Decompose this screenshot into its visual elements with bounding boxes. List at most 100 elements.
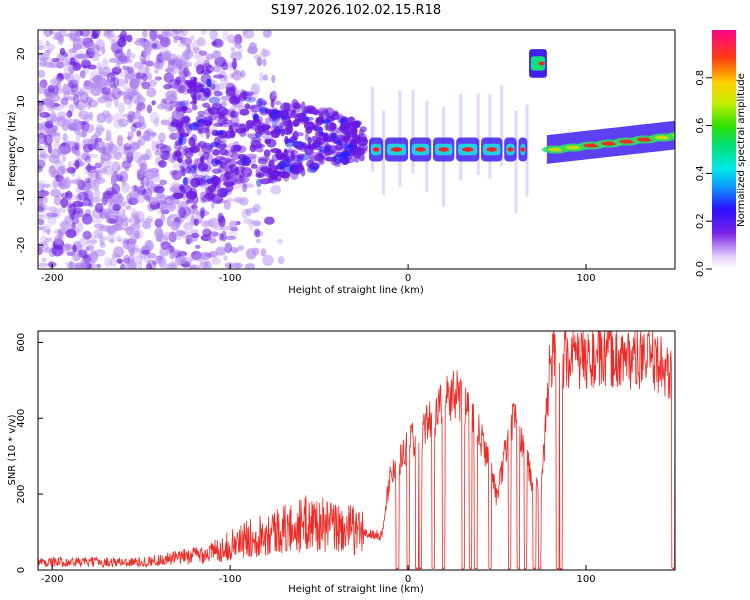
streak — [476, 93, 480, 175]
noise-blob — [124, 222, 129, 227]
noise-blob — [160, 119, 170, 126]
noise-blob — [87, 102, 92, 110]
band-blob — [203, 192, 216, 200]
band-blob — [314, 153, 325, 162]
noise-blob — [71, 167, 76, 177]
noise-blob — [244, 263, 256, 269]
noise-blob — [60, 102, 70, 108]
noise-blob — [90, 70, 100, 82]
noise-blob — [200, 209, 205, 219]
noise-blob — [38, 39, 44, 50]
colorbar-tick-label: 0.8 — [695, 70, 706, 86]
noise-blob — [154, 69, 159, 74]
noise-blob — [41, 241, 49, 253]
noise-blob — [141, 73, 148, 82]
noise-blob — [256, 238, 261, 244]
noise-blob — [53, 132, 61, 144]
noise-blob — [38, 226, 44, 231]
band-blob — [257, 125, 266, 133]
noise-blob — [122, 85, 130, 91]
band-blob — [190, 89, 197, 99]
noise-blob — [92, 177, 100, 190]
band-blob — [269, 112, 281, 120]
noise-blob — [248, 42, 257, 50]
noise-blob — [215, 198, 227, 204]
spectrogram-y-tick-label: 20 — [16, 48, 27, 61]
band-blob — [278, 171, 291, 179]
noise-blob — [105, 129, 112, 142]
noise-blob — [132, 220, 141, 232]
noise-blob — [38, 190, 50, 197]
band-blob — [209, 83, 216, 90]
band-blob — [319, 146, 331, 153]
noise-blob — [152, 62, 161, 69]
noise-blob — [72, 253, 81, 262]
band-blob — [279, 159, 285, 169]
noise-blob — [98, 66, 104, 76]
noise-blob — [262, 74, 269, 81]
noise-blob — [101, 144, 110, 156]
noise-blob — [148, 79, 158, 87]
noise-blob — [108, 214, 119, 225]
noise-blob — [201, 220, 209, 228]
noise-blob — [96, 61, 102, 70]
snr-series-line — [38, 331, 675, 570]
band-blob — [189, 165, 198, 174]
noise-blob — [121, 65, 130, 70]
noise-blob — [100, 157, 105, 165]
noise-blob — [49, 78, 62, 85]
band-blob — [180, 115, 190, 123]
band-blob — [339, 135, 351, 140]
band-blob — [241, 183, 248, 193]
noise-blob — [57, 72, 64, 82]
band-blob — [202, 151, 210, 160]
spectrogram-x-axis: -200 -100 0 100 — [41, 264, 596, 284]
noise-blob — [252, 203, 261, 213]
spectrogram-y-tick-label: 10 — [16, 95, 27, 108]
noise-blob — [234, 175, 246, 185]
noise-blob — [175, 57, 181, 70]
colorbar-tick-label: 0.6 — [695, 118, 706, 134]
band-blob — [291, 99, 299, 109]
band-blob — [179, 100, 189, 108]
noise-blob — [188, 264, 201, 269]
band-blob — [258, 172, 263, 178]
noise-blob — [38, 102, 44, 112]
band-blob — [210, 141, 219, 148]
noise-blob — [211, 257, 221, 265]
noise-blob — [127, 65, 134, 75]
noise-blob — [158, 160, 167, 168]
noise-blob — [78, 110, 90, 120]
noise-blob — [50, 188, 61, 198]
band-blob — [268, 161, 273, 168]
noise-blob — [163, 83, 172, 90]
stable-band-peak — [486, 147, 498, 152]
noise-blob — [136, 100, 142, 112]
noise-blob — [75, 103, 84, 109]
noise-blob — [48, 154, 60, 164]
band-blob — [177, 135, 187, 146]
noise-blob — [161, 30, 170, 36]
noise-blob — [83, 81, 94, 90]
band-blob — [211, 168, 221, 174]
noise-blob — [208, 250, 219, 258]
noise-blob — [141, 153, 150, 161]
noise-blob — [134, 230, 140, 240]
noise-blob — [61, 167, 68, 175]
band-blob — [230, 149, 236, 154]
noise-blob — [57, 111, 67, 118]
noise-blob — [221, 62, 229, 71]
band-blob — [328, 144, 337, 155]
noise-blob — [180, 37, 192, 46]
band-blob — [339, 122, 351, 131]
band-blob — [196, 83, 205, 89]
colorbar-ticks: 0.0 0.2 0.4 0.6 0.8 — [695, 70, 712, 277]
noise-blob — [203, 260, 212, 269]
noise-blob — [190, 232, 200, 239]
noise-blob — [181, 160, 187, 166]
noise-blob — [165, 262, 178, 269]
noise-blob — [256, 56, 263, 67]
noise-blob — [63, 244, 72, 252]
noise-blob — [134, 40, 145, 46]
noise-blob — [189, 254, 199, 261]
